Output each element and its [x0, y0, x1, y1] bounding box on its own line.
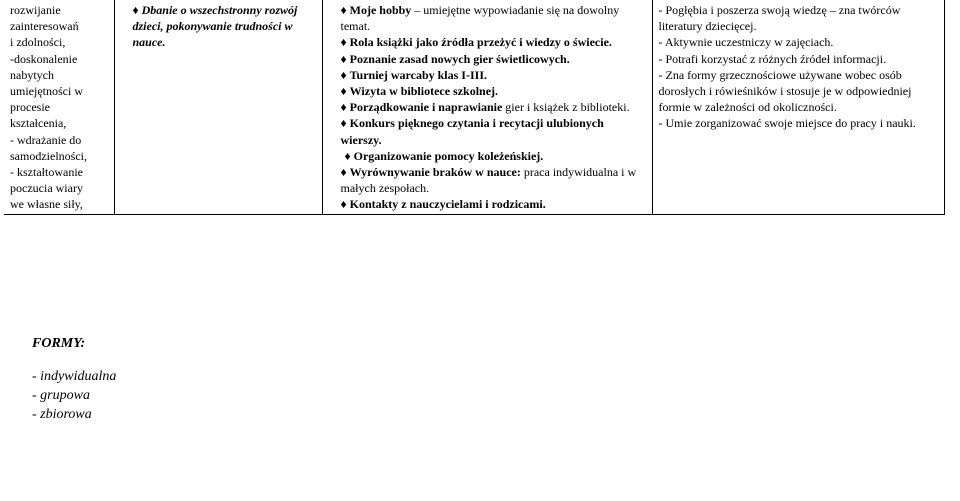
activity-item: Moje hobby – umiejętne wypowiadanie się …	[341, 2, 646, 34]
objectives-line: - kształtowanie	[10, 164, 108, 180]
activity-title: Poznanie zasad nowych gier świetlicowych…	[350, 52, 570, 66]
outcome-line: - Aktywnie uczestniczy w zajęciach.	[659, 34, 938, 50]
aim-text: Dbanie o wszechstronny rozwój dzieci, po…	[133, 3, 298, 49]
activity-item: Kontakty z nauczycielami i rodzicami.	[341, 196, 646, 212]
activity-title: Konkurs pięknego czytania i recytacji ul…	[341, 116, 604, 146]
objectives-line: -doskonalenie	[10, 51, 108, 67]
outcome-line: - Zna formy grzecznościowe używane wobec…	[659, 67, 938, 116]
col-objectives: rozwijaniezainteresowańi zdolności,-dosk…	[4, 0, 114, 215]
col-activities: Moje hobby – umiejętne wypowiadanie się …	[322, 0, 652, 215]
objectives-line: - wdrażanie do	[10, 132, 108, 148]
activity-item: Wyrównywanie braków w nauce: praca indyw…	[341, 164, 646, 196]
forms-section: FORMY: - indywidualna- grupowa- zbiorowa	[32, 335, 960, 425]
objectives-line: nabytych	[10, 67, 108, 83]
objectives-line: kształcenia,	[10, 115, 108, 131]
objectives-line: samodzielności,	[10, 148, 108, 164]
forms-item: - indywidualna	[32, 368, 960, 387]
forms-item: - grupowa	[32, 387, 960, 406]
forms-title: FORMY:	[32, 335, 960, 354]
objectives-line: umiejętności w	[10, 83, 108, 99]
curriculum-table: rozwijaniezainteresowańi zdolności,-dosk…	[4, 0, 945, 215]
activity-title: Kontakty z nauczycielami i rodzicami.	[350, 197, 546, 211]
col-main-aim: Dbanie o wszechstronny rozwój dzieci, po…	[114, 0, 322, 215]
col-outcomes: - Pogłębia i poszerza swoją wiedzę – zna…	[652, 0, 944, 215]
activity-item: Wizyta w bibliotece szkolnej.	[341, 83, 646, 99]
activity-title: Wyrównywanie braków w nauce:	[350, 165, 521, 179]
forms-item: - zbiorowa	[32, 406, 960, 425]
activity-title: Wizyta w bibliotece szkolnej.	[350, 84, 498, 98]
activity-item: Organizowanie pomocy koleżeńskiej.	[345, 148, 646, 164]
objectives-line: i zdolności,	[10, 34, 108, 50]
activity-item: Turniej warcaby klas I-III.	[341, 67, 646, 83]
activity-title: Organizowanie pomocy koleżeńskiej.	[354, 149, 544, 163]
activity-detail: gier i książek z biblioteki.	[502, 100, 629, 114]
objectives-text: rozwijaniezainteresowańi zdolności,-dosk…	[10, 2, 108, 212]
objectives-line: poczucia wiary	[10, 180, 108, 196]
activity-title: Rola książki jako źródła przeżyć i wiedz…	[350, 35, 612, 49]
activity-title: Porządkowanie i naprawianie	[350, 100, 503, 114]
forms-list: - indywidualna- grupowa- zbiorowa	[32, 368, 960, 425]
activity-title: Turniej warcaby klas I-III.	[350, 68, 487, 82]
activities-list: Moje hobby – umiejętne wypowiadanie się …	[329, 2, 646, 212]
activity-item: Rola książki jako źródła przeżyć i wiedz…	[341, 34, 646, 50]
objectives-line: we własne siły,	[10, 196, 108, 212]
objectives-line: zainteresowań	[10, 18, 108, 34]
aim-item: Dbanie o wszechstronny rozwój dzieci, po…	[133, 2, 316, 51]
outcome-line: - Potrafi korzystać z różnych źródeł inf…	[659, 51, 938, 67]
activity-item: Poznanie zasad nowych gier świetlicowych…	[341, 51, 646, 67]
objectives-line: procesie	[10, 99, 108, 115]
outcome-line: - Pogłębia i poszerza swoją wiedzę – zna…	[659, 2, 938, 34]
activity-item: Konkurs pięknego czytania i recytacji ul…	[341, 115, 646, 147]
outcome-line: - Umie zorganizować swoje miejsce do pra…	[659, 115, 938, 131]
objectives-line: rozwijanie	[10, 2, 108, 18]
activity-title: Moje hobby	[350, 3, 412, 17]
activity-item: Porządkowanie i naprawianie gier i książ…	[341, 99, 646, 115]
